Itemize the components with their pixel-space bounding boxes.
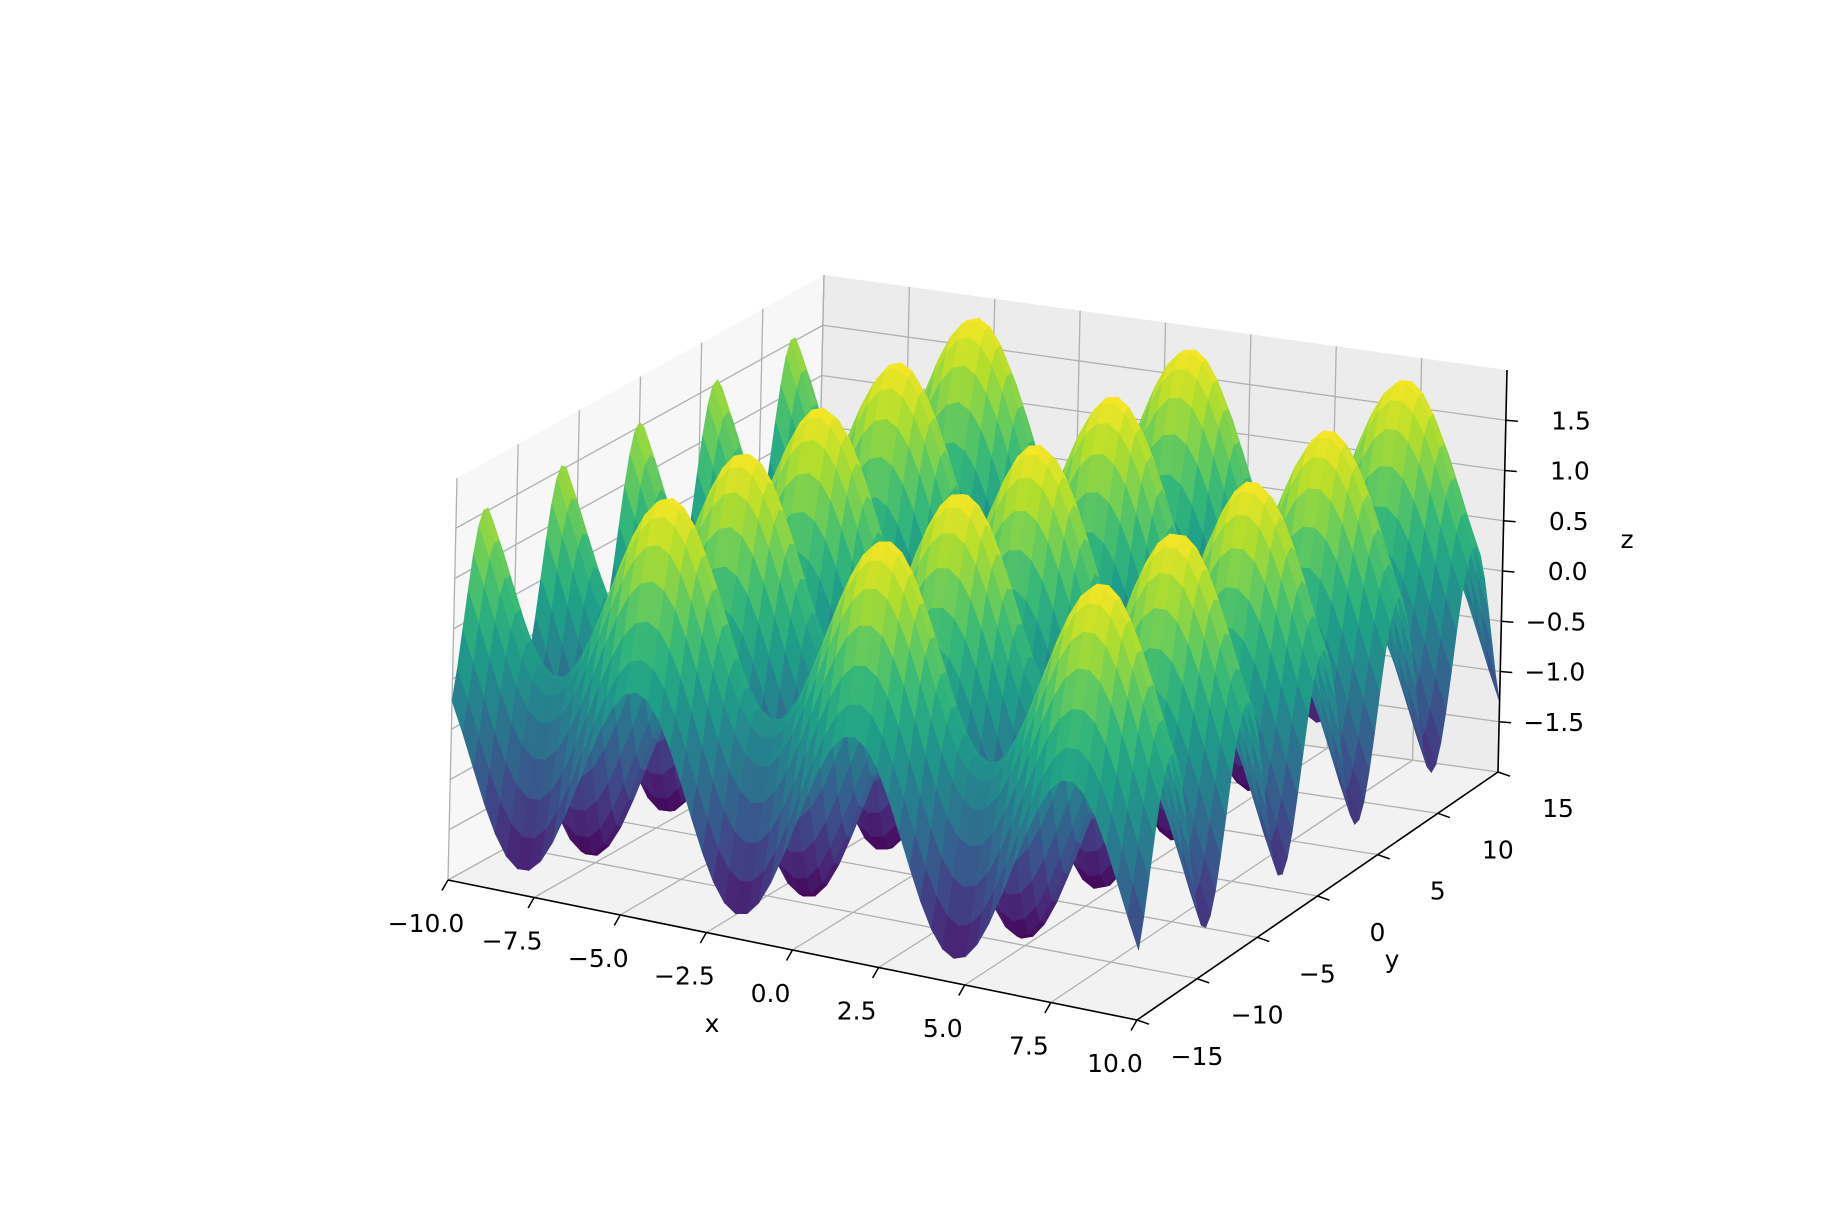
surface-mesh	[451, 317, 1500, 959]
z-axis-tick-label: −1.0	[1525, 658, 1586, 687]
x-axis-tick	[441, 879, 449, 891]
x-axis-tick	[699, 932, 708, 944]
z-axis-tick	[1499, 721, 1512, 724]
x-axis-tick	[785, 949, 794, 961]
x-axis-tick-label: 0.0	[751, 979, 791, 1008]
x-axis-tick-label: −7.5	[482, 927, 543, 956]
z-axis-tick	[1501, 620, 1514, 623]
y-axis-tick	[1377, 853, 1390, 860]
y-axis-tick	[1317, 895, 1330, 901]
z-axis-tick	[1502, 570, 1515, 573]
z-axis-tick	[1500, 670, 1513, 674]
z-axis-tick-label: −0.5	[1526, 607, 1587, 636]
z-axis-tick-label: −1.5	[1523, 708, 1584, 737]
y-floor-gridline	[509, 845, 1198, 980]
surface-facet	[1127, 884, 1145, 951]
z-axis-tick	[1503, 520, 1516, 523]
y-axis-tick	[1497, 771, 1511, 777]
y-axis-tick-label: −10	[1231, 1001, 1284, 1030]
x-axis-tick-label: 5.0	[923, 1014, 963, 1043]
x-axis-tick	[613, 914, 621, 926]
x-axis-tick-label: 2.5	[837, 997, 877, 1026]
y-axis-tick	[1196, 977, 1210, 984]
x-axis-tick	[527, 897, 535, 909]
z-axis-tick-label: 1.0	[1550, 457, 1590, 486]
x-axis-tick-label: 10.0	[1087, 1049, 1143, 1078]
y-axis-tick-label: −5	[1299, 959, 1336, 988]
y-axis-tick-label: 10	[1482, 835, 1514, 864]
y-axis-title: y	[1385, 945, 1400, 974]
z-axis-tick-label: 1.5	[1551, 406, 1591, 435]
y-axis-tick-label: 15	[1542, 794, 1574, 823]
x-axis-tick-label: −10.0	[388, 909, 465, 938]
x-axis-tick	[1044, 1002, 1052, 1014]
axes-ticks: −10.0−7.5−5.0−2.50.02.55.07.510.0 −15−10−…	[388, 406, 1591, 1078]
x-axis-tick-label: −5.0	[568, 944, 629, 973]
z-axis-tick	[1505, 419, 1518, 422]
z-axis-title: z	[1620, 525, 1633, 554]
x-axis-tick-label: −2.5	[654, 962, 715, 991]
y-axis-tick	[1257, 936, 1270, 943]
y-axis-tick	[1437, 812, 1451, 819]
x-axis-tick	[1130, 1019, 1138, 1031]
y-axis-tick-label: 5	[1430, 877, 1446, 906]
x-axis-tick	[958, 984, 966, 996]
y-axis-tick-label: −15	[1171, 1042, 1224, 1071]
x-axis-tick	[871, 967, 880, 979]
y-axis-tick	[1136, 1019, 1150, 1025]
z-axis-tick	[1504, 469, 1517, 473]
z-axis-tick-label: 0.5	[1549, 507, 1589, 536]
z-axis-tick-label: 0.0	[1548, 557, 1588, 586]
y-axis-tick-label: 0	[1370, 918, 1386, 947]
x-axis-title: x	[705, 1009, 720, 1038]
x-axis-tick-label: 7.5	[1009, 1032, 1049, 1061]
